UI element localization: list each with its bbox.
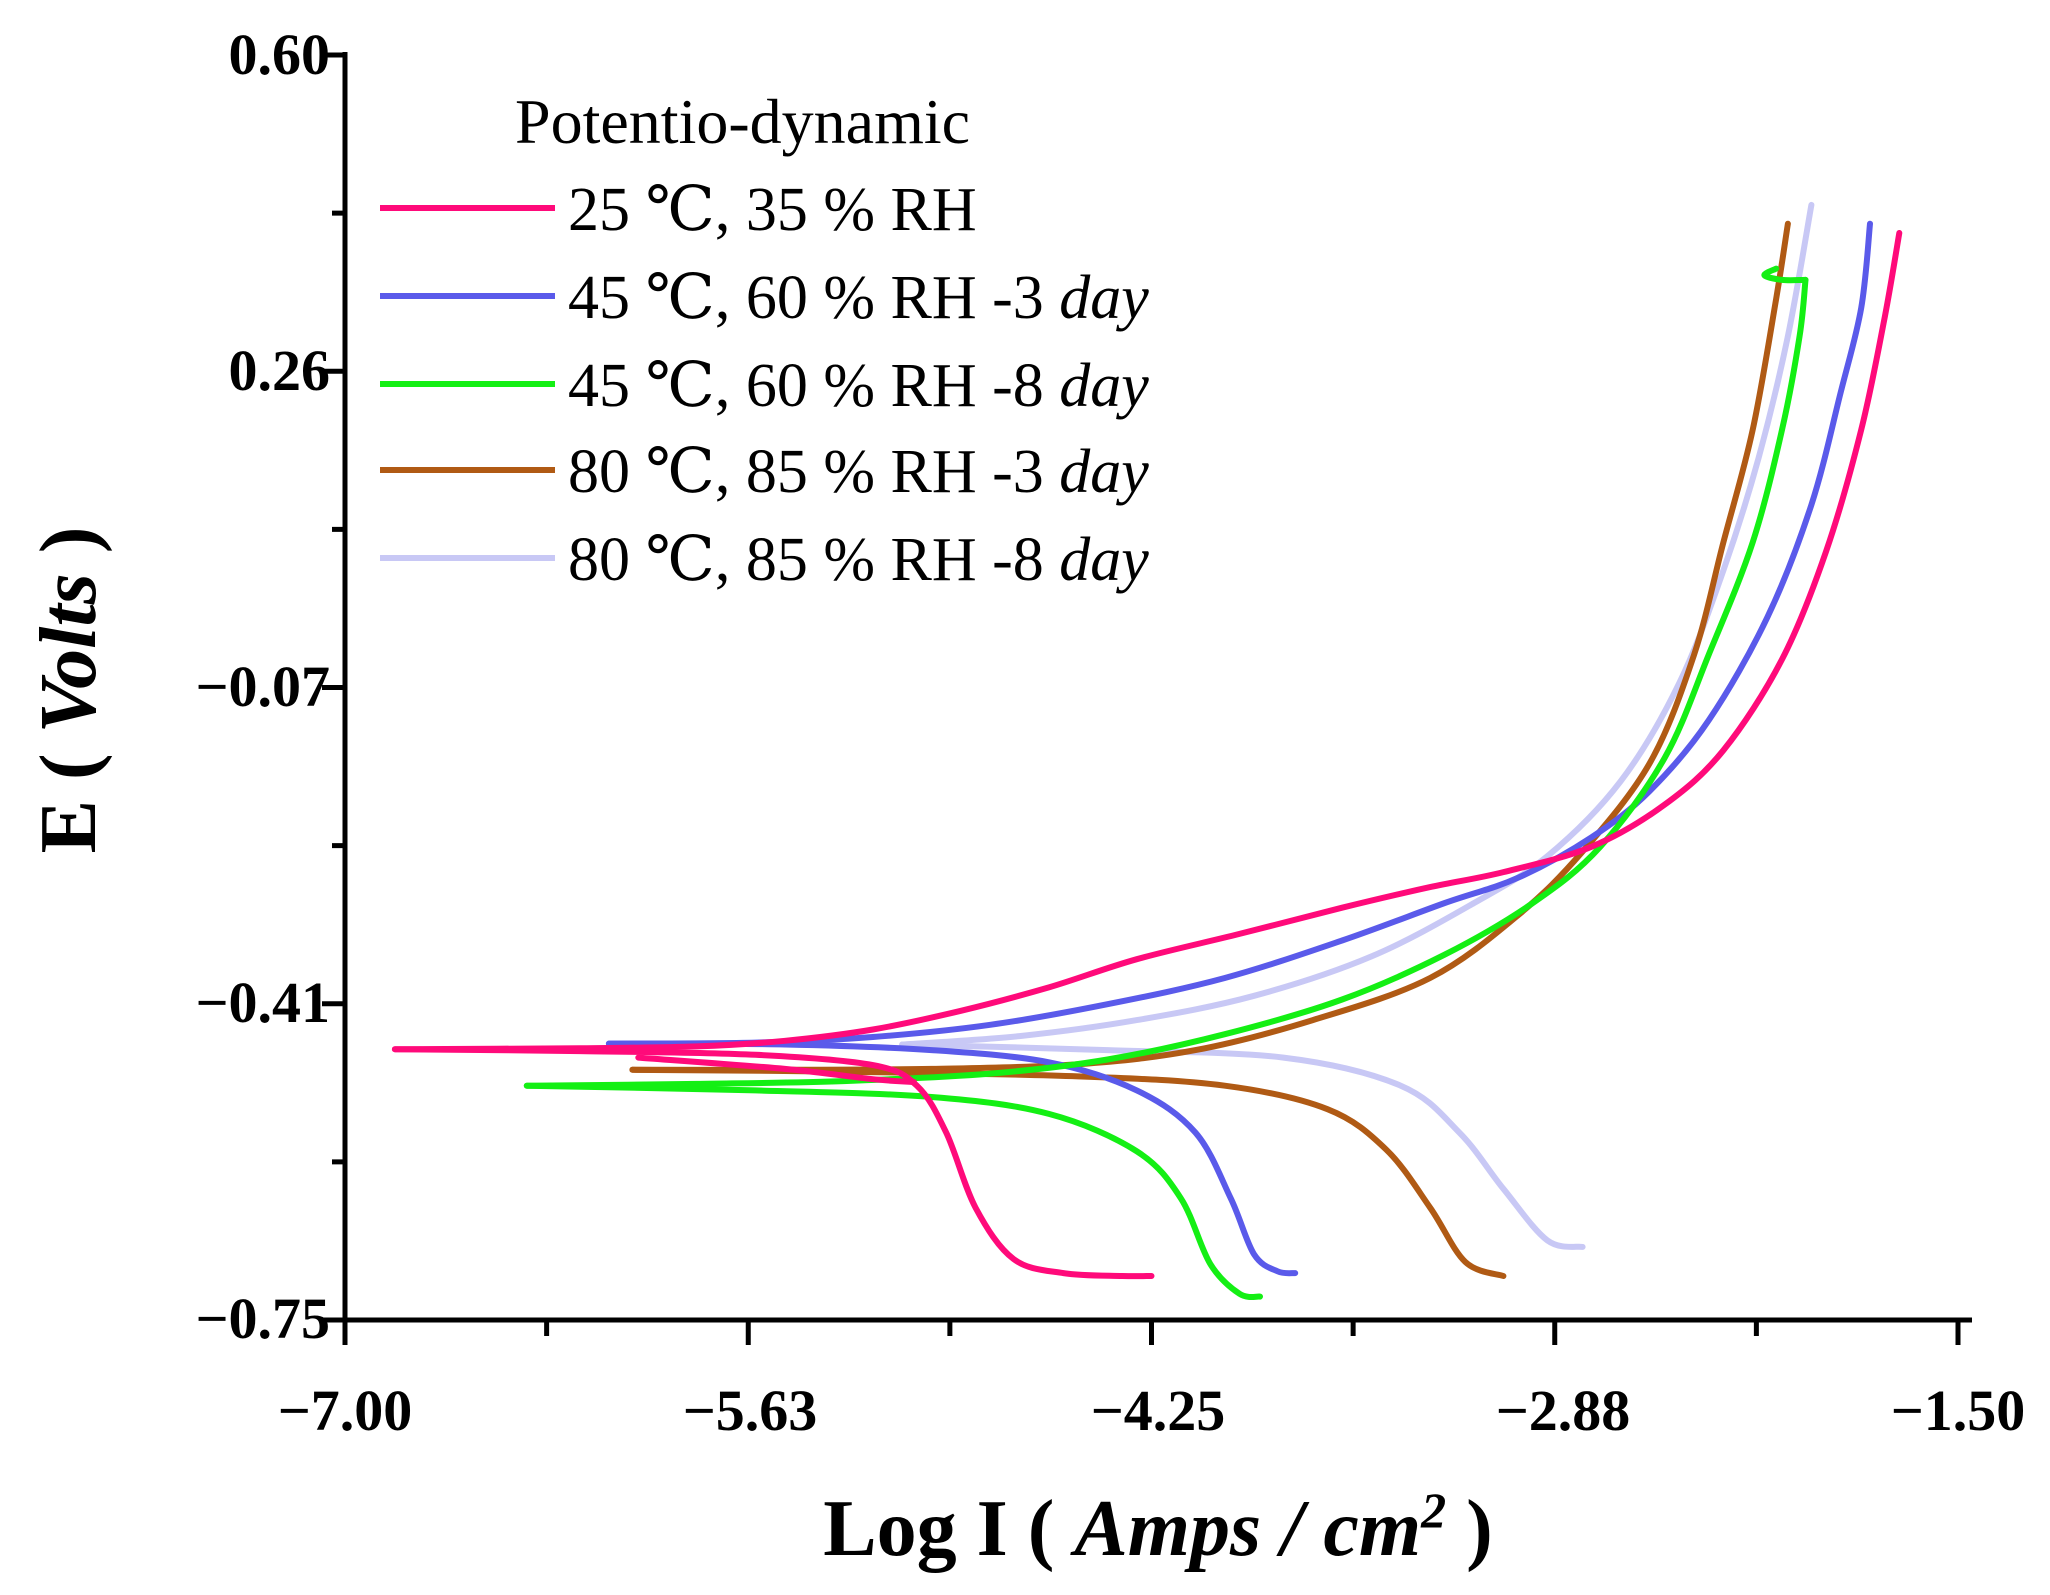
series-line-3-cathodic <box>523 1082 1263 1301</box>
legend-label: 25 ℃, 35 % RH <box>568 176 977 244</box>
legend-label: 80 ℃, 85 % RH -3 day <box>568 438 1149 506</box>
series-line-1-cathodic <box>391 1046 1155 1280</box>
series-line-2-anodic <box>605 220 1873 1047</box>
x-tick-label: −5.63 <box>683 1378 818 1443</box>
series-line-4-cathodic <box>629 1066 1507 1279</box>
series-line-3-anodic <box>523 276 1809 1089</box>
y-tick-labels: 0.60 0.26 −0.07 −0.41 −0.75 <box>195 22 330 1351</box>
series-line-2-cathodic <box>605 1040 1299 1277</box>
series-line-5-anodic <box>899 201 1815 1048</box>
series-line-3-hook <box>1761 265 1809 284</box>
series-layer <box>391 201 1903 1301</box>
plot-area <box>322 52 1972 1345</box>
x-tick-label: −4.25 <box>1091 1378 1226 1443</box>
y-axis-title: E ( Volts ) <box>25 527 113 854</box>
series-line-1-tail <box>635 1054 917 1085</box>
legend-title: Potentio-dynamic <box>515 86 970 157</box>
legend: Potentio-dynamic 25 ℃, 35 % RH 45 ℃, 60 … <box>380 86 1149 594</box>
y-tick-label: −0.07 <box>195 654 330 719</box>
series-line-4-anodic <box>629 220 1791 1073</box>
y-tick-label: 0.26 <box>229 338 331 403</box>
x-ticks <box>342 1320 1961 1345</box>
series-line-1-anodic <box>391 230 1903 1053</box>
y-tick-label: −0.41 <box>195 970 330 1035</box>
y-tick-label: −0.75 <box>195 1286 330 1351</box>
x-axis-title: Log I ( Amps / cm2 ) <box>823 1482 1492 1573</box>
legend-label: 45 ℃, 60 % RH -8 day <box>568 352 1149 420</box>
y-tick-label: 0.60 <box>229 22 331 87</box>
legend-label: 80 ℃, 85 % RH -8 day <box>568 526 1149 594</box>
series-line-5-cathodic <box>899 1041 1586 1250</box>
legend-label: 45 ℃, 60 % RH -3 day <box>568 264 1149 332</box>
x-tick-label: −2.88 <box>1496 1378 1631 1443</box>
x-tick-label: −7.00 <box>278 1378 413 1443</box>
x-tick-labels: −7.00 −5.63 −4.25 −2.88 −1.50 <box>278 1378 2026 1443</box>
x-tick-label: −1.50 <box>1891 1378 2026 1443</box>
y-ticks <box>322 52 345 1323</box>
